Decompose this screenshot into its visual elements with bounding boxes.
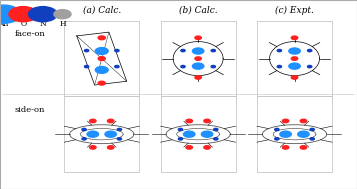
FancyBboxPatch shape <box>161 96 236 172</box>
Circle shape <box>186 146 192 149</box>
Circle shape <box>195 36 201 40</box>
Circle shape <box>291 76 298 79</box>
Circle shape <box>289 48 300 54</box>
Circle shape <box>307 65 312 68</box>
Circle shape <box>90 146 96 149</box>
Circle shape <box>300 119 307 123</box>
Circle shape <box>105 131 116 137</box>
Text: (b) Calc.: (b) Calc. <box>179 6 217 15</box>
Circle shape <box>275 138 279 140</box>
Text: face-on: face-on <box>14 30 45 38</box>
Circle shape <box>280 131 291 137</box>
FancyBboxPatch shape <box>64 21 139 96</box>
FancyBboxPatch shape <box>161 21 236 96</box>
Circle shape <box>98 36 105 40</box>
Circle shape <box>195 76 201 79</box>
Text: (a) Calc.: (a) Calc. <box>82 6 121 15</box>
Circle shape <box>277 65 282 68</box>
Circle shape <box>181 65 185 68</box>
Circle shape <box>211 50 215 52</box>
Circle shape <box>107 119 114 123</box>
Circle shape <box>192 63 204 69</box>
Circle shape <box>87 131 99 137</box>
Text: N: N <box>40 20 46 28</box>
Circle shape <box>277 50 282 52</box>
Circle shape <box>85 65 89 68</box>
Circle shape <box>204 146 210 149</box>
Circle shape <box>117 138 121 140</box>
Circle shape <box>192 48 204 54</box>
Circle shape <box>213 128 218 131</box>
FancyBboxPatch shape <box>64 96 139 172</box>
Circle shape <box>213 138 218 140</box>
Circle shape <box>300 146 307 149</box>
Circle shape <box>54 10 71 19</box>
Circle shape <box>115 65 119 68</box>
Circle shape <box>90 119 96 123</box>
Circle shape <box>310 138 314 140</box>
Text: (c) Expt.: (c) Expt. <box>275 6 314 15</box>
Circle shape <box>195 57 201 60</box>
Circle shape <box>0 5 21 23</box>
FancyBboxPatch shape <box>257 96 332 172</box>
Circle shape <box>201 131 213 137</box>
Circle shape <box>181 50 185 52</box>
Circle shape <box>307 50 312 52</box>
Circle shape <box>291 36 298 40</box>
Text: side-on: side-on <box>14 106 45 114</box>
Circle shape <box>117 128 121 131</box>
Circle shape <box>85 50 89 52</box>
Circle shape <box>211 65 215 68</box>
Circle shape <box>82 128 86 131</box>
Circle shape <box>178 128 183 131</box>
Circle shape <box>115 50 119 52</box>
Circle shape <box>98 81 105 85</box>
Circle shape <box>95 48 108 54</box>
Circle shape <box>183 131 195 137</box>
Circle shape <box>98 57 105 60</box>
Text: An: An <box>0 20 9 28</box>
Circle shape <box>107 146 114 149</box>
Circle shape <box>29 7 57 22</box>
Circle shape <box>298 131 309 137</box>
Circle shape <box>275 128 279 131</box>
Circle shape <box>95 67 108 73</box>
FancyBboxPatch shape <box>257 21 332 96</box>
Circle shape <box>186 119 192 123</box>
Text: O: O <box>20 20 26 28</box>
Circle shape <box>310 128 314 131</box>
Circle shape <box>289 63 300 69</box>
Circle shape <box>282 119 289 123</box>
Text: H: H <box>59 20 66 28</box>
Circle shape <box>82 138 86 140</box>
Circle shape <box>282 146 289 149</box>
Circle shape <box>291 57 298 60</box>
Circle shape <box>9 7 37 22</box>
Circle shape <box>204 119 210 123</box>
Circle shape <box>178 138 183 140</box>
